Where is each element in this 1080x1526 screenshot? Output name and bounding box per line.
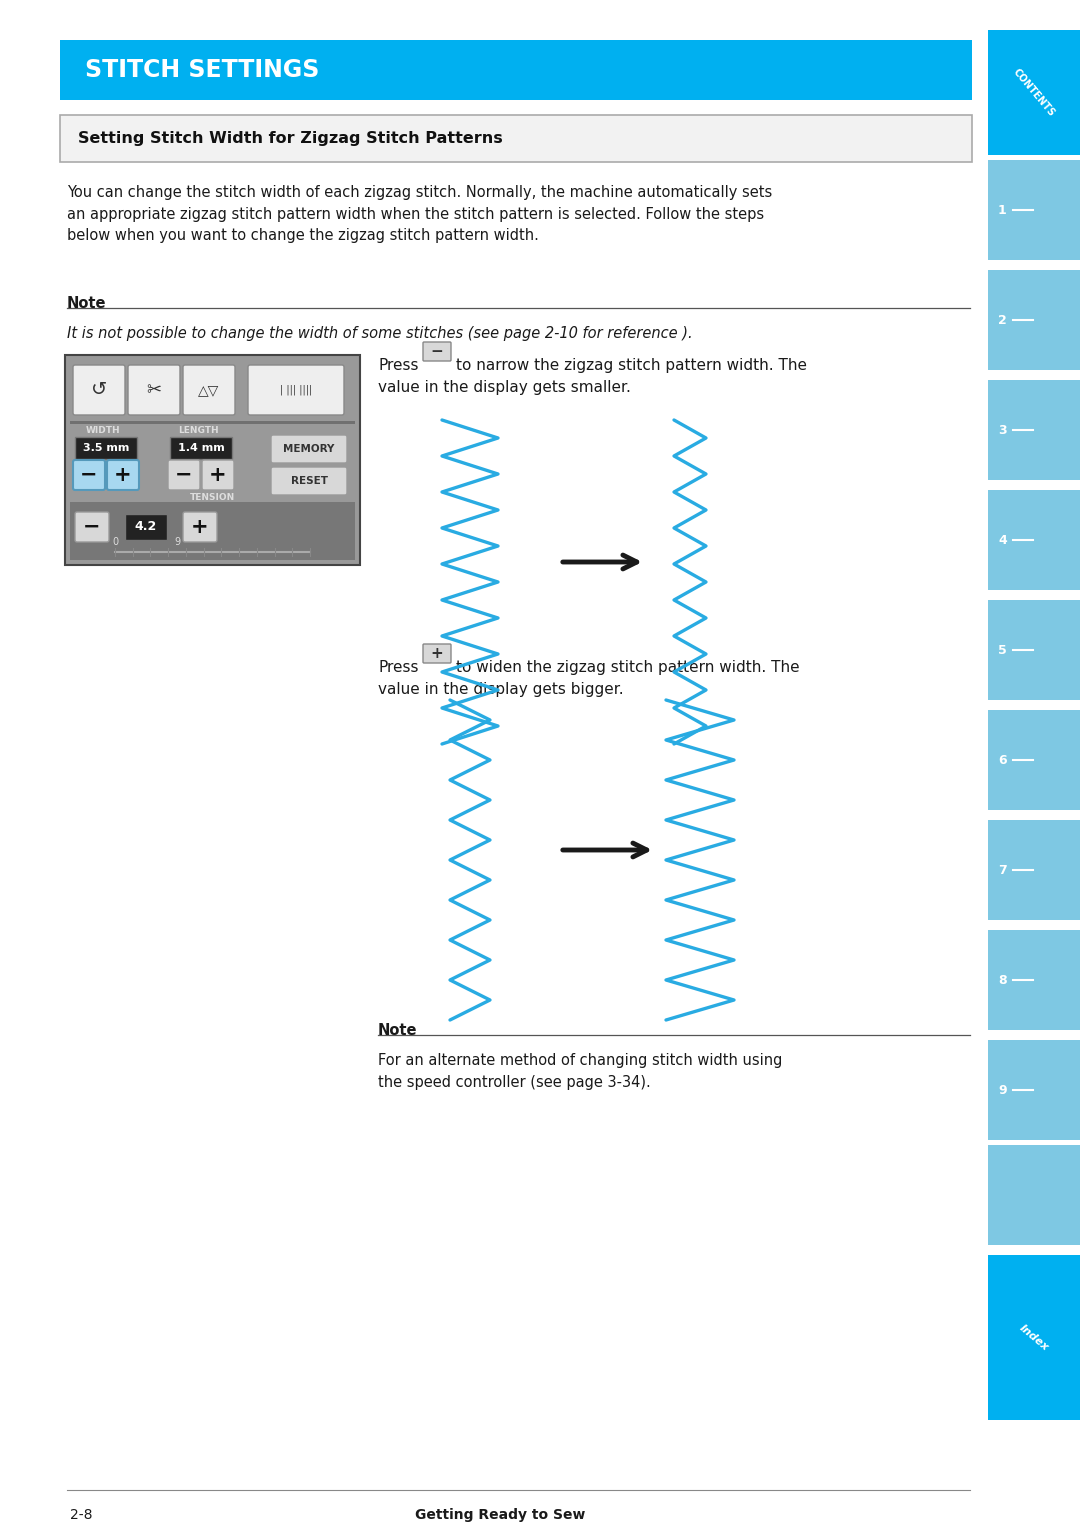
FancyBboxPatch shape bbox=[125, 514, 167, 540]
Text: MEMORY: MEMORY bbox=[283, 444, 335, 455]
Text: 4.2: 4.2 bbox=[135, 520, 157, 534]
Text: value in the display gets smaller.: value in the display gets smaller. bbox=[378, 380, 631, 395]
Text: 3: 3 bbox=[998, 424, 1007, 436]
Text: ↺: ↺ bbox=[91, 380, 107, 400]
Text: to narrow the zigzag stitch pattern width. The: to narrow the zigzag stitch pattern widt… bbox=[456, 359, 807, 372]
FancyBboxPatch shape bbox=[271, 467, 347, 494]
Text: −: − bbox=[431, 343, 444, 359]
Text: RESET: RESET bbox=[291, 476, 327, 485]
Text: You can change the stitch width of each zigzag stitch. Normally, the machine aut: You can change the stitch width of each … bbox=[67, 185, 772, 243]
Text: STITCH SETTINGS: STITCH SETTINGS bbox=[85, 58, 320, 82]
FancyBboxPatch shape bbox=[70, 502, 355, 560]
Text: Press: Press bbox=[378, 661, 419, 674]
Text: 1: 1 bbox=[998, 203, 1007, 217]
FancyBboxPatch shape bbox=[988, 710, 1080, 810]
Text: WIDTH: WIDTH bbox=[85, 426, 120, 435]
FancyBboxPatch shape bbox=[183, 365, 235, 415]
FancyBboxPatch shape bbox=[60, 114, 972, 162]
Text: 0: 0 bbox=[112, 537, 118, 546]
Text: −: − bbox=[83, 517, 100, 537]
FancyBboxPatch shape bbox=[75, 513, 109, 542]
Text: 9: 9 bbox=[998, 1083, 1007, 1097]
Text: +: + bbox=[191, 517, 208, 537]
FancyBboxPatch shape bbox=[168, 459, 200, 490]
FancyBboxPatch shape bbox=[988, 600, 1080, 700]
FancyBboxPatch shape bbox=[988, 929, 1080, 1030]
Text: 3.5 mm: 3.5 mm bbox=[83, 443, 130, 453]
Text: TENSION: TENSION bbox=[190, 493, 235, 502]
Text: 2-8: 2-8 bbox=[70, 1508, 93, 1521]
Text: It is not possible to change the width of some stitches (see page 2-10 for refer: It is not possible to change the width o… bbox=[67, 327, 692, 340]
Text: △▽: △▽ bbox=[199, 383, 219, 397]
Text: Index: Index bbox=[1017, 1323, 1051, 1352]
FancyBboxPatch shape bbox=[170, 436, 232, 459]
FancyBboxPatch shape bbox=[988, 1254, 1080, 1421]
Text: 8: 8 bbox=[998, 974, 1007, 986]
FancyBboxPatch shape bbox=[65, 356, 360, 565]
Text: 2: 2 bbox=[998, 313, 1007, 327]
Text: Note: Note bbox=[378, 1022, 418, 1038]
FancyBboxPatch shape bbox=[70, 421, 355, 424]
Text: +: + bbox=[114, 465, 132, 485]
FancyBboxPatch shape bbox=[988, 380, 1080, 481]
FancyBboxPatch shape bbox=[202, 459, 234, 490]
Text: 4: 4 bbox=[998, 534, 1007, 546]
FancyBboxPatch shape bbox=[183, 513, 217, 542]
FancyBboxPatch shape bbox=[73, 365, 125, 415]
Text: 7: 7 bbox=[998, 864, 1007, 876]
Text: Setting Stitch Width for Zigzag Stitch Patterns: Setting Stitch Width for Zigzag Stitch P… bbox=[78, 131, 503, 146]
Text: CONTENTS: CONTENTS bbox=[1011, 67, 1057, 119]
Text: | ||| ||||: | ||| |||| bbox=[280, 385, 312, 395]
FancyBboxPatch shape bbox=[423, 644, 451, 662]
FancyBboxPatch shape bbox=[73, 459, 105, 490]
Text: +: + bbox=[431, 645, 444, 661]
FancyBboxPatch shape bbox=[60, 40, 972, 101]
Text: −: − bbox=[175, 465, 192, 485]
Text: Press: Press bbox=[378, 359, 419, 372]
Text: ✂: ✂ bbox=[147, 382, 162, 398]
Text: For an alternate method of changing stitch width using
the speed controller (see: For an alternate method of changing stit… bbox=[378, 1053, 782, 1090]
FancyBboxPatch shape bbox=[423, 342, 451, 362]
FancyBboxPatch shape bbox=[988, 1144, 1080, 1245]
Text: 9: 9 bbox=[174, 537, 180, 546]
Text: value in the display gets bigger.: value in the display gets bigger. bbox=[378, 682, 623, 697]
Text: 6: 6 bbox=[998, 754, 1007, 766]
FancyBboxPatch shape bbox=[988, 160, 1080, 259]
FancyBboxPatch shape bbox=[107, 459, 139, 490]
Text: −: − bbox=[80, 465, 98, 485]
Text: Getting Ready to Sew: Getting Ready to Sew bbox=[415, 1508, 585, 1521]
FancyBboxPatch shape bbox=[988, 490, 1080, 591]
Text: Note: Note bbox=[67, 296, 107, 311]
Text: +: + bbox=[210, 465, 227, 485]
FancyBboxPatch shape bbox=[988, 270, 1080, 369]
FancyBboxPatch shape bbox=[75, 436, 137, 459]
Text: to widen the zigzag stitch pattern width. The: to widen the zigzag stitch pattern width… bbox=[456, 661, 799, 674]
FancyBboxPatch shape bbox=[271, 435, 347, 462]
Text: 1.4 mm: 1.4 mm bbox=[177, 443, 225, 453]
FancyBboxPatch shape bbox=[988, 819, 1080, 920]
FancyBboxPatch shape bbox=[129, 365, 180, 415]
FancyBboxPatch shape bbox=[988, 31, 1080, 156]
FancyBboxPatch shape bbox=[248, 365, 345, 415]
Text: LENGTH: LENGTH bbox=[178, 426, 218, 435]
Text: 5: 5 bbox=[998, 644, 1007, 656]
FancyBboxPatch shape bbox=[988, 1041, 1080, 1140]
